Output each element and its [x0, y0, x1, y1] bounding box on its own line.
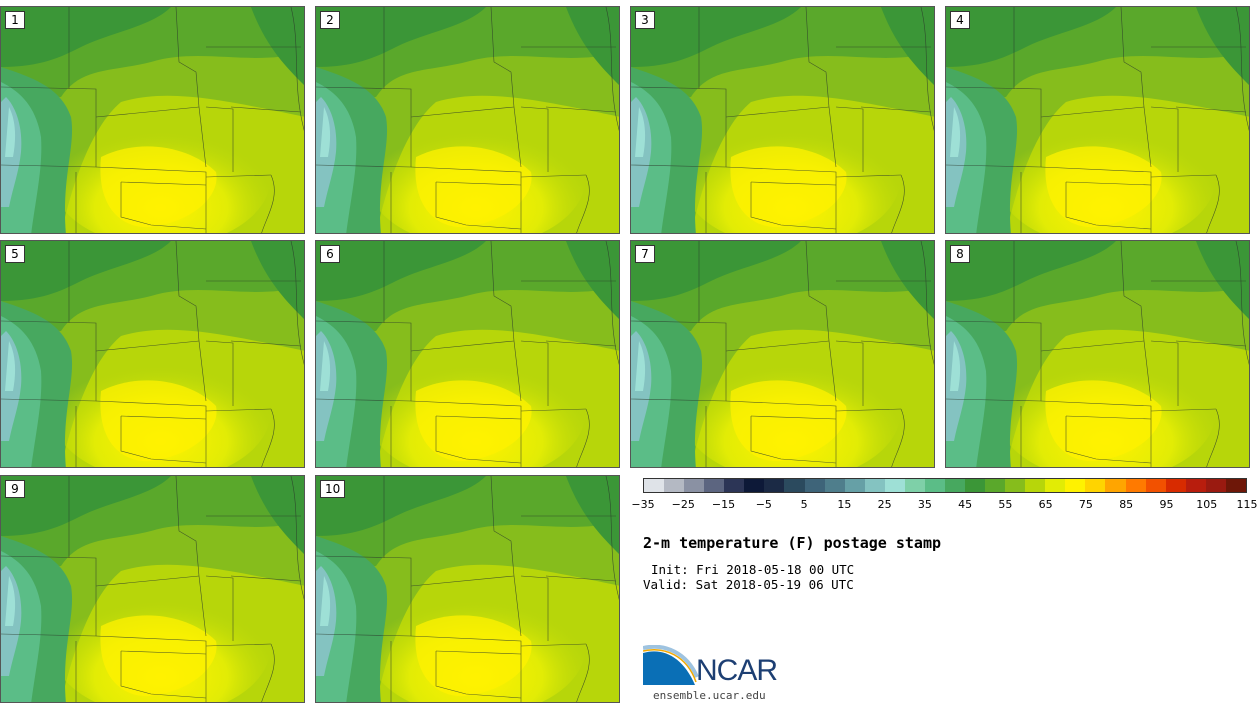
member-number-label: 9 — [5, 480, 25, 498]
ensemble-member-map: 6 — [315, 240, 620, 468]
colorbar-swatch — [1025, 479, 1046, 492]
colorbar-swatch — [965, 479, 986, 492]
colorbar-tick-label: 75 — [1078, 498, 1093, 511]
ensemble-member-map: 4 — [945, 6, 1250, 234]
ncar-logo-icon — [643, 645, 699, 685]
colorbar-tick-label: 15 — [837, 498, 852, 511]
colorbar-swatch — [1045, 479, 1066, 492]
colorbar-swatch — [924, 479, 945, 492]
colorbar-tick-label: 105 — [1196, 498, 1218, 511]
colorbar-tick-label: 45 — [958, 498, 973, 511]
colorbar-tick-label: 85 — [1119, 498, 1134, 511]
colorbar-swatch — [804, 479, 825, 492]
member-number-label: 8 — [950, 245, 970, 263]
colorbar-swatch — [664, 479, 685, 492]
plot-title: 2-m temperature (F) postage stamp — [643, 534, 942, 552]
colorbar-tick-label: 25 — [877, 498, 892, 511]
colorbar-swatch — [644, 479, 665, 492]
colorbar-tick-label: −15 — [711, 498, 736, 511]
member-number-label: 7 — [635, 245, 655, 263]
colorbar-tick-label: 65 — [1038, 498, 1053, 511]
temperature-map — [1, 241, 304, 467]
member-number-label: 6 — [320, 245, 340, 263]
valid-time: Valid: Sat 2018-05-19 06 UTC — [643, 577, 854, 592]
temperature-map — [1, 476, 304, 702]
colorbar-tick-label: −25 — [671, 498, 695, 511]
ncar-logo-text: NCAR — [696, 654, 778, 687]
colorbar-swatch — [684, 479, 705, 492]
colorbar-swatch — [864, 479, 885, 492]
colorbar-swatch — [704, 479, 725, 492]
temperature-map — [631, 241, 934, 467]
colorbar-tick-label: 5 — [800, 498, 808, 511]
colorbar-swatch — [784, 479, 805, 492]
temperature-map — [316, 7, 619, 233]
colorbar-swatch — [764, 479, 785, 492]
ensemble-member-map: 10 — [315, 475, 620, 703]
colorbar-tick-label: 95 — [1159, 498, 1174, 511]
site-url: ensemble.ucar.edu — [653, 689, 766, 702]
ensemble-member-map: 5 — [0, 240, 305, 468]
member-number-label: 10 — [320, 480, 346, 498]
colorbar-swatch — [884, 479, 905, 492]
colorbar-swatch — [1205, 479, 1226, 492]
colorbar-swatch — [1105, 479, 1126, 492]
member-number-label: 4 — [950, 11, 970, 29]
member-number-label: 2 — [320, 11, 340, 29]
temperature-map — [1, 7, 304, 233]
colorbar-swatch — [1225, 479, 1246, 492]
ensemble-member-map: 2 — [315, 6, 620, 234]
ensemble-member-map: 3 — [630, 6, 935, 234]
colorbar-swatch — [1165, 479, 1186, 492]
ensemble-member-map: 8 — [945, 240, 1250, 468]
temperature-map — [631, 7, 934, 233]
member-number-label: 3 — [635, 11, 655, 29]
colorbar-swatch — [824, 479, 845, 492]
colorbar-tick-label: 55 — [998, 498, 1013, 511]
colorbar-swatch — [844, 479, 865, 492]
colorbar-tick-label: 115 — [1236, 498, 1258, 511]
colorbar-tick-label: 35 — [917, 498, 932, 511]
temperature-map — [316, 476, 619, 702]
temperature-map — [316, 241, 619, 467]
colorbar-swatch — [1145, 479, 1166, 492]
ensemble-member-map: 7 — [630, 240, 935, 468]
colorbar-tick-label: −35 — [631, 498, 655, 511]
colorbar-swatch — [724, 479, 745, 492]
colorbar-swatch — [1125, 479, 1146, 492]
colorbar-tick-label: −5 — [755, 498, 772, 511]
temperature-map — [946, 7, 1249, 233]
colorbar-swatch — [744, 479, 765, 492]
colorbar-swatch — [904, 479, 925, 492]
member-number-label: 1 — [5, 11, 25, 29]
colorbar-swatch — [1185, 479, 1206, 492]
ensemble-member-map: 9 — [0, 475, 305, 703]
colorbar-swatch — [1085, 479, 1106, 492]
colorbar-swatch — [1065, 479, 1086, 492]
colorbar-swatch — [944, 479, 965, 492]
colorbar-swatch — [985, 479, 1006, 492]
colorbar-tick-labels: −35 −25 −15 −5 5 15 25 35 45 55 65 75 85 95 105 115 — [631, 498, 1257, 512]
temperature-colorbar — [643, 478, 1247, 493]
init-time: Init: Fri 2018-05-18 00 UTC — [651, 562, 855, 577]
ensemble-member-map: 1 — [0, 6, 305, 234]
colorbar-swatch — [1005, 479, 1026, 492]
temperature-map — [946, 241, 1249, 467]
member-number-label: 5 — [5, 245, 25, 263]
